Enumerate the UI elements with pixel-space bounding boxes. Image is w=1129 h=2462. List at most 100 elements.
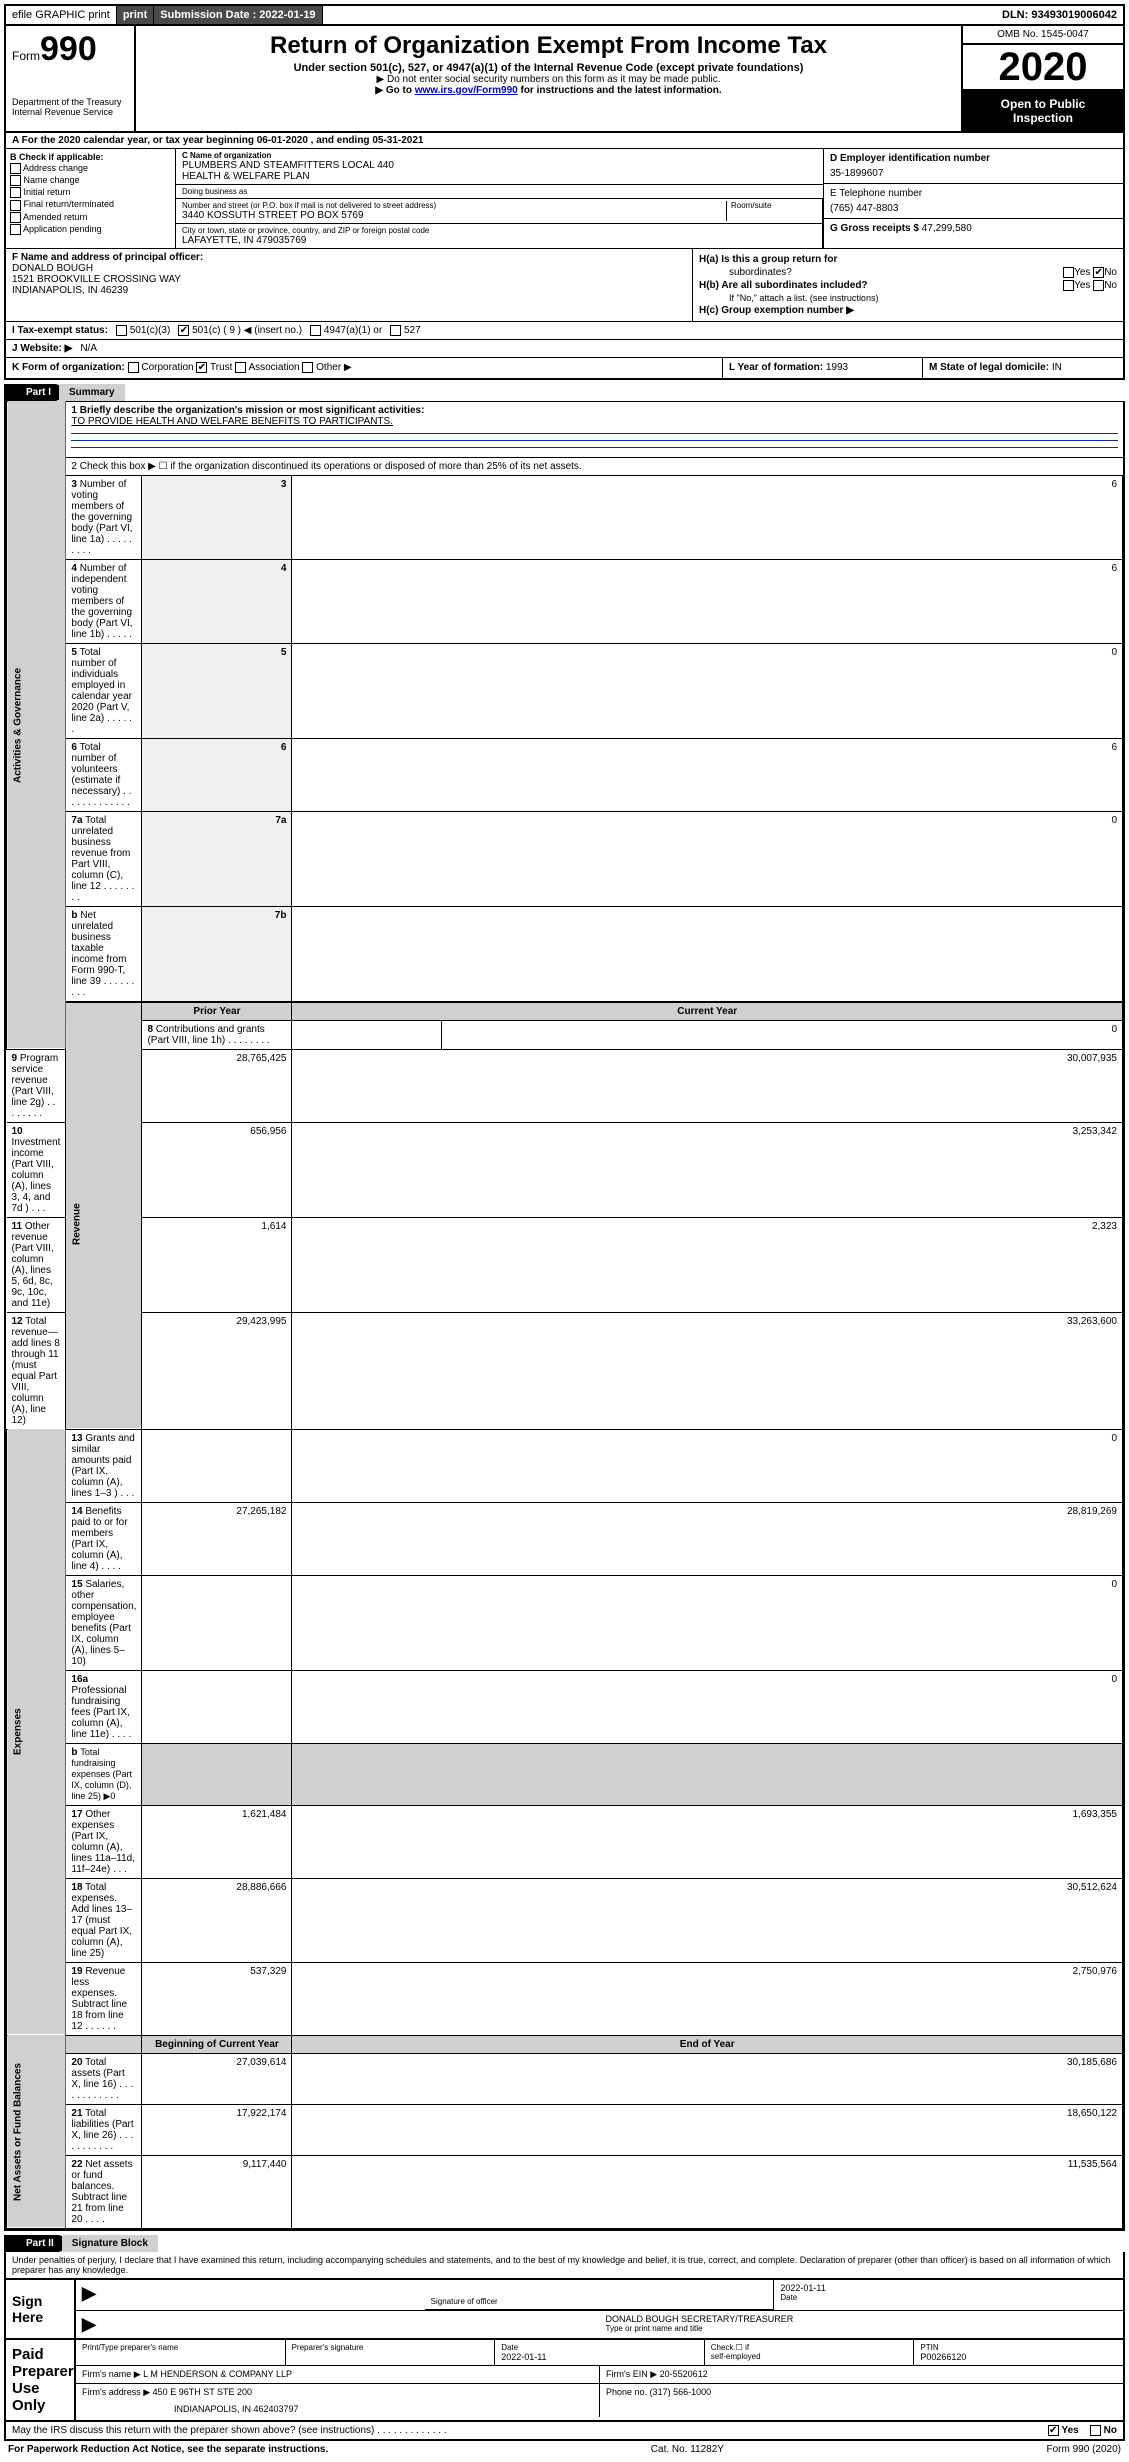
perjury-statement: Under penalties of perjury, I declare th…: [4, 2252, 1125, 2280]
tax-year: 2020: [963, 45, 1123, 91]
addr-label: Number and street (or P.O. box if mail i…: [182, 201, 726, 210]
table-row: 18 Total expenses. Add lines 13–17 (must…: [7, 1878, 1123, 1962]
table-row: 6 Total number of volunteers (estimate i…: [7, 738, 1123, 811]
cb-4947[interactable]: [310, 325, 321, 336]
box-h: H(a) Is this a group return for subordin…: [693, 249, 1123, 321]
table-row: 5 Total number of individuals employed i…: [7, 643, 1123, 738]
box-d-ein: D Employer identification number 35-1899…: [824, 149, 1123, 184]
part-2-header: Part IISignature Block: [4, 2231, 1125, 2252]
form-title: Return of Organization Exempt From Incom…: [144, 32, 953, 60]
side-net-assets: Net Assets or Fund Balances: [7, 2035, 66, 2228]
paid-preparer-label: Paid Preparer Use Only: [6, 2340, 76, 2420]
side-activities: Activities & Governance: [7, 401, 66, 1049]
box-c-name: C Name of organization PLUMBERS AND STEA…: [176, 149, 823, 185]
cb-application-pending[interactable]: Application pending: [10, 224, 171, 235]
part-1-header: Part ISummary: [4, 380, 1125, 401]
omb-number: OMB No. 1545-0047: [963, 26, 1123, 45]
table-row: b Net unrelated business taxable income …: [7, 906, 1123, 1002]
dept-irs: Internal Revenue Service: [12, 107, 128, 117]
print-button[interactable]: print: [117, 6, 154, 24]
section-identity: B Check if applicable: Address change Na…: [4, 149, 1125, 249]
arrow-icon: ▶: [82, 2314, 96, 2334]
firm-phone: (317) 566-1000: [650, 2387, 712, 2397]
table-row: 3 Number of voting members of the govern…: [7, 475, 1123, 559]
submission-date: Submission Date : 2022-01-19: [154, 6, 322, 24]
form-note-2: ▶ Go to www.irs.gov/Form990 for instruct…: [144, 85, 953, 96]
cb-address-change[interactable]: Address change: [10, 163, 171, 174]
hdr-prior-year: Prior Year: [142, 1002, 292, 1021]
box-b-title: B Check if applicable:: [10, 152, 171, 162]
sign-here-section: Sign Here ▶ Signature of officer 2022-01…: [4, 2280, 1125, 2340]
signature-date: 2022-01-11: [780, 2283, 1117, 2293]
box-b: B Check if applicable: Address change Na…: [6, 149, 176, 248]
section-fh: F Name and address of principal officer:…: [4, 249, 1125, 322]
cb-final-return[interactable]: Final return/terminated: [10, 199, 171, 210]
cb-527[interactable]: [390, 325, 401, 336]
table-row: 20 Total assets (Part X, line 16) . . . …: [7, 2053, 1123, 2104]
mission-text: TO PROVIDE HEALTH AND WELFARE BENEFITS T…: [71, 416, 1117, 427]
firm-name: L M HENDERSON & COMPANY LLP: [143, 2369, 292, 2379]
org-address: 3440 KOSSUTH STREET PO BOX 5769: [182, 210, 726, 221]
cb-trust[interactable]: [196, 362, 207, 373]
ha-no[interactable]: [1093, 267, 1104, 278]
form-number: 990: [40, 30, 97, 68]
table-row: 16a Professional fundraising fees (Part …: [7, 1670, 1123, 1743]
preparer-date: 2022-01-11: [501, 2352, 698, 2362]
cb-assoc[interactable]: [235, 362, 246, 373]
cb-501c3[interactable]: [116, 325, 127, 336]
dln-value: DLN: 93493019006042: [996, 6, 1123, 24]
table-row: b Total fundraising expenses (Part IX, c…: [7, 1743, 1123, 1805]
cb-corp[interactable]: [128, 362, 139, 373]
hb-no[interactable]: [1093, 280, 1104, 291]
paid-preparer-section: Paid Preparer Use Only Print/Type prepar…: [4, 2340, 1125, 2422]
side-revenue: Revenue: [66, 1020, 142, 1429]
form-header: Form990 Department of the Treasury Inter…: [4, 26, 1125, 133]
cb-name-change[interactable]: Name change: [10, 175, 171, 186]
dept-treasury: Department of the Treasury: [12, 97, 128, 107]
box-f-officer: F Name and address of principal officer:…: [6, 249, 693, 321]
hdr-current-year: Current Year: [292, 1002, 1123, 1021]
table-row: 14 Benefits paid to or for members (Part…: [7, 1502, 1123, 1575]
discuss-no[interactable]: [1090, 2425, 1101, 2436]
cb-other[interactable]: [302, 362, 313, 373]
firm-ein: 20-5520612: [660, 2369, 708, 2379]
side-expenses: Expenses: [7, 1429, 66, 2035]
cb-501c[interactable]: [178, 325, 189, 336]
firm-address-1: 450 E 96TH ST STE 200: [153, 2387, 252, 2397]
open-to-public: Open to PublicInspection: [963, 91, 1123, 131]
top-bar: efile GRAPHIC print print Submission Dat…: [4, 4, 1125, 26]
org-city: LAFAYETTE, IN 479035769: [182, 235, 816, 246]
table-row: 7a Total unrelated business revenue from…: [7, 811, 1123, 906]
form-note-1: ▶ Do not enter social security numbers o…: [144, 74, 953, 85]
hc-group-exemption: H(c) Group exemption number ▶: [699, 305, 854, 316]
irs-link[interactable]: www.irs.gov/Form990: [415, 85, 518, 96]
page-footer: For Paperwork Reduction Act Notice, see …: [4, 2441, 1125, 2458]
preparer-name-label: Print/Type preparer's name: [82, 2343, 279, 2352]
cb-amended-return[interactable]: Amended return: [10, 212, 171, 223]
line-1-label: 1 Briefly describe the organization's mi…: [71, 405, 1117, 416]
table-row: 17 Other expenses (Part IX, column (A), …: [7, 1805, 1123, 1878]
room-suite: Room/suite: [726, 201, 816, 221]
hdr-end-year: End of Year: [292, 2035, 1123, 2053]
line-2: 2 Check this box ▶ ☐ if the organization…: [66, 457, 1123, 475]
ha-yes[interactable]: [1063, 267, 1074, 278]
signature-label: Signature of officer: [431, 2297, 768, 2306]
city-label: City or town, state or province, country…: [182, 226, 816, 235]
row-k: K Form of organization: Corporation Trus…: [4, 358, 1125, 379]
firm-address-2: INDIANAPOLIS, IN 462403797: [82, 2404, 593, 2414]
table-row: 21 Total liabilities (Part X, line 26) .…: [7, 2104, 1123, 2155]
hdr-begin-year: Beginning of Current Year: [142, 2035, 292, 2053]
discuss-yes[interactable]: [1048, 2425, 1059, 2436]
state-domicile: IN: [1052, 362, 1062, 373]
table-row: 10 Investment income (Part VIII, column …: [7, 1122, 1123, 1217]
discuss-row: May the IRS discuss this return with the…: [4, 2422, 1125, 2441]
table-row: 15 Salaries, other compensation, employe…: [7, 1575, 1123, 1670]
cb-initial-return[interactable]: Initial return: [10, 187, 171, 198]
efile-label: efile GRAPHIC print: [6, 6, 117, 24]
table-row: 9 Program service revenue (Part VIII, li…: [7, 1049, 1123, 1122]
box-c-dba: Doing business as: [176, 185, 823, 199]
sign-here-label: Sign Here: [6, 2280, 76, 2338]
row-a-tax-year: A For the 2020 calendar year, or tax yea…: [4, 133, 1125, 149]
row-j-website: J Website: ▶ N/A: [4, 340, 1125, 358]
hb-yes[interactable]: [1063, 280, 1074, 291]
